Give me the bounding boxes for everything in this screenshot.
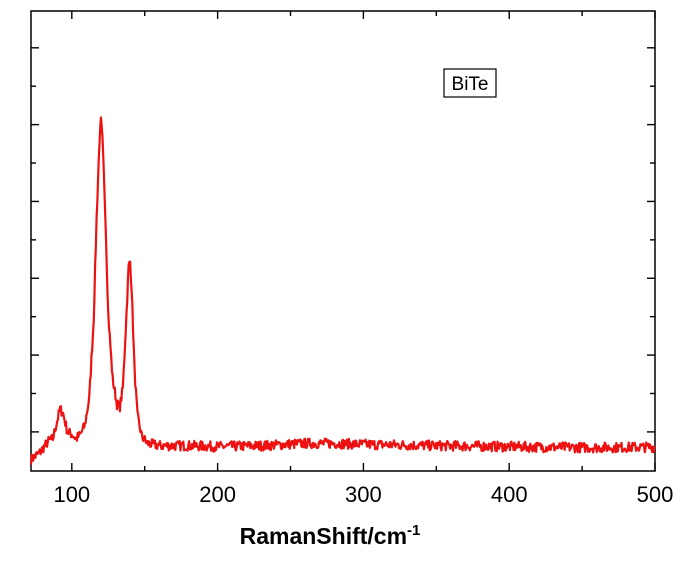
x-axis-title-main: RamanShift/cm (240, 523, 407, 549)
x-tick-label: 100 (53, 482, 90, 507)
x-axis-title-sup: -1 (407, 522, 420, 539)
series-line (29, 116, 656, 465)
x-tick-labels: 100 200 300 400 500 (53, 482, 673, 507)
legend-frame (443, 68, 497, 98)
x-tick-label: 400 (491, 482, 528, 507)
x-tick-label: 200 (199, 482, 236, 507)
x-tick-label: 500 (637, 482, 674, 507)
legend-label: BiTe (452, 74, 489, 95)
x-axis-title: RamanShift/cm-1 (240, 522, 421, 549)
legend-box: BiTe (443, 68, 497, 98)
x-tick-label: 300 (345, 482, 382, 507)
plot-frame (30, 10, 656, 472)
axis-ticks (31, 11, 656, 471)
